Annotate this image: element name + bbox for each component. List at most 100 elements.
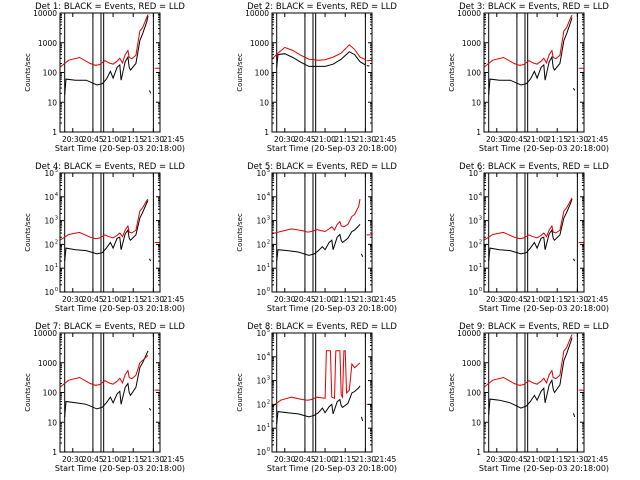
plot-frame [483, 332, 585, 453]
y-tick-label: 10 [468, 193, 478, 202]
x-tick-label: 21:30 [355, 135, 377, 144]
y-tick-base: 10 [468, 217, 478, 226]
y-tick-label: 10000 [33, 9, 57, 18]
y-tick-label: 100 [467, 69, 482, 78]
x-tick-label: 21:15 [334, 455, 356, 464]
x-tick-label: 20:45 [82, 135, 104, 144]
y-tick-exponent: 0 [55, 287, 58, 293]
y-tick-base: 10 [256, 288, 266, 297]
lld-series-line [484, 334, 573, 388]
x-tick-label: 21:45 [375, 135, 397, 144]
y-tick-label: 10 [44, 288, 54, 297]
lld-series-line [60, 14, 149, 68]
y-tick-label: 10 [256, 448, 266, 457]
x-axis-label: Start Time (20-Sep-03 20:18:00) [267, 144, 397, 153]
y-tick-base: 10 [468, 240, 478, 249]
x-tick-label: 20:30 [486, 135, 508, 144]
y-tick-label: 10000 [33, 329, 57, 338]
events-series-line [488, 337, 573, 415]
x-tick-label: 21:45 [587, 455, 609, 464]
x-tick-label: 21:00 [314, 455, 336, 464]
events-series-line [360, 416, 364, 422]
y-tick-label: 10 [256, 353, 266, 362]
y-tick-base: 10 [256, 329, 266, 338]
lld-series-line [578, 67, 584, 69]
y-tick-label: 10 [259, 98, 269, 107]
lld-series-line [578, 389, 584, 391]
y-tick-exponent: 4 [267, 192, 270, 198]
y-axis-label: Counts/sec [236, 213, 244, 252]
x-axis-label: Start Time (20-Sep-03 20:18:00) [55, 464, 185, 473]
y-tick-exponent: 1 [55, 263, 58, 269]
plot-frame [271, 332, 373, 453]
x-axis-label: Start Time (20-Sep-03 20:18:00) [479, 304, 609, 313]
x-tick-label: 21:30 [567, 135, 589, 144]
y-tick-label: 10000 [457, 329, 481, 338]
x-tick-label: 20:30 [486, 295, 508, 304]
events-series-line [276, 223, 361, 262]
x-tick-label: 20:30 [274, 295, 296, 304]
y-tick-label: 1000 [462, 359, 481, 368]
events-series-line [148, 90, 152, 94]
y-tick-exponent: 3 [267, 376, 270, 382]
y-tick-label: 10 [256, 288, 266, 297]
panel-title: Det 3: BLACK = Events, RED = LLD [459, 2, 609, 12]
y-tick-label: 10 [471, 98, 481, 107]
y-tick-label: 1 [52, 128, 57, 137]
y-tick-exponent: 1 [267, 263, 270, 269]
y-tick-exponent: 0 [267, 287, 270, 293]
x-tick-label: 21:30 [567, 295, 589, 304]
y-tick-exponent: 4 [55, 192, 58, 198]
y-tick-base: 10 [44, 264, 54, 273]
y-tick-label: 10 [471, 418, 481, 427]
y-tick-base: 10 [44, 288, 54, 297]
x-tick-label: 20:30 [62, 295, 84, 304]
y-tick-label: 10 [468, 217, 478, 226]
lld-series-line [60, 354, 149, 388]
x-axis-label: Start Time (20-Sep-03 20:18:00) [267, 464, 397, 473]
x-tick-label: 21:15 [546, 455, 568, 464]
panel-title: Det 7: BLACK = Events, RED = LLD [35, 322, 185, 332]
x-tick-label: 21:00 [102, 455, 124, 464]
y-axis-label: Counts/sec [448, 53, 456, 92]
y-tick-exponent: 2 [267, 239, 270, 245]
y-tick-base: 10 [256, 353, 266, 362]
y-tick-label: 10 [44, 193, 54, 202]
y-tick-label: 1000 [38, 39, 57, 48]
y-tick-base: 10 [44, 240, 54, 249]
x-tick-label: 20:45 [506, 295, 528, 304]
x-tick-label: 21:15 [122, 135, 144, 144]
plot-frame [271, 172, 373, 293]
y-tick-exponent: 5 [55, 168, 58, 174]
detector-panel-2: Det 2: BLACK = Events, RED = LLD 1 10 100 10… [236, 2, 397, 153]
y-tick-label: 1000 [462, 39, 481, 48]
lld-series-line [272, 44, 366, 61]
events-series-line [64, 350, 149, 418]
x-tick-label: 20:30 [486, 455, 508, 464]
x-tick-label: 20:45 [82, 295, 104, 304]
x-tick-label: 21:45 [375, 295, 397, 304]
lld-series-line [154, 389, 160, 391]
events-series-line [64, 200, 149, 262]
x-tick-label: 20:30 [62, 135, 84, 144]
y-tick-label: 1000 [38, 359, 57, 368]
x-tick-label: 20:30 [274, 455, 296, 464]
y-tick-exponent: 2 [267, 399, 270, 405]
y-tick-base: 10 [256, 264, 266, 273]
plot-frame [483, 172, 585, 293]
x-axis-label: Start Time (20-Sep-03 20:18:00) [267, 304, 397, 313]
y-tick-label: 10000 [245, 9, 269, 18]
y-tick-label: 100 [467, 389, 482, 398]
y-tick-label: 10 [44, 264, 54, 273]
x-tick-label: 20:45 [294, 295, 316, 304]
y-tick-base: 10 [256, 217, 266, 226]
y-tick-label: 1 [476, 128, 481, 137]
y-tick-label: 10 [47, 418, 57, 427]
x-tick-label: 21:00 [526, 135, 548, 144]
x-tick-label: 21:30 [143, 135, 165, 144]
events-series-line [276, 51, 366, 68]
y-tick-exponent: 0 [267, 447, 270, 453]
y-axis-label: Counts/sec [24, 53, 32, 92]
x-tick-label: 21:45 [375, 455, 397, 464]
y-tick-label: 10 [468, 240, 478, 249]
